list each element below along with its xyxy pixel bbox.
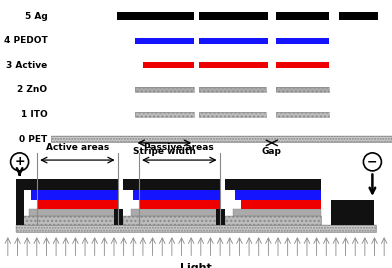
Bar — [123, 216, 220, 225]
Bar — [16, 225, 376, 232]
Bar — [225, 216, 321, 225]
Bar — [16, 225, 376, 232]
Bar — [225, 179, 321, 190]
Bar — [123, 179, 220, 190]
Bar — [29, 209, 118, 216]
Bar — [233, 209, 321, 216]
Bar — [276, 87, 329, 92]
Bar — [134, 87, 194, 92]
Text: 3 Active: 3 Active — [6, 61, 47, 70]
Bar — [276, 87, 329, 92]
Bar — [139, 200, 220, 209]
Bar — [276, 112, 329, 117]
Bar — [199, 87, 266, 92]
Bar — [51, 136, 392, 142]
Bar — [123, 216, 220, 225]
Bar — [22, 216, 118, 225]
Bar — [235, 190, 321, 200]
Bar — [225, 216, 321, 225]
Bar — [331, 200, 374, 225]
Text: 4 PEDOT: 4 PEDOT — [4, 36, 47, 45]
Bar — [16, 179, 24, 225]
Bar — [118, 12, 194, 20]
Text: Light: Light — [180, 263, 212, 268]
Bar — [276, 112, 329, 117]
Text: 5 Ag: 5 Ag — [25, 12, 47, 21]
Text: 2 ZnO: 2 ZnO — [17, 85, 47, 94]
Bar — [276, 38, 329, 44]
Bar — [241, 200, 321, 209]
Text: Active areas: Active areas — [46, 143, 109, 152]
Text: Passive areas: Passive areas — [145, 143, 214, 152]
Bar — [134, 38, 194, 44]
Bar — [199, 38, 267, 44]
Text: Stripe width: Stripe width — [133, 147, 196, 156]
Bar — [199, 62, 267, 68]
Bar — [276, 12, 329, 20]
Bar — [134, 87, 194, 92]
Bar — [131, 209, 220, 216]
Bar — [199, 112, 266, 117]
Bar — [51, 136, 392, 142]
Bar — [199, 12, 267, 20]
Bar — [199, 87, 266, 92]
Text: +: + — [14, 155, 25, 168]
Bar — [339, 12, 378, 20]
Bar — [31, 190, 118, 200]
Bar — [22, 216, 118, 225]
Text: Gap: Gap — [262, 147, 282, 156]
Bar — [133, 190, 220, 200]
Bar — [276, 62, 329, 68]
Text: 1 ITO: 1 ITO — [21, 110, 47, 119]
Text: −: − — [367, 155, 377, 168]
Bar — [37, 200, 118, 209]
Bar — [216, 209, 225, 225]
Bar — [134, 112, 194, 117]
Bar — [114, 209, 123, 225]
Bar — [143, 62, 194, 68]
Bar — [134, 112, 194, 117]
Text: 0 PET: 0 PET — [19, 135, 47, 144]
Bar — [22, 179, 118, 190]
Bar — [199, 112, 266, 117]
